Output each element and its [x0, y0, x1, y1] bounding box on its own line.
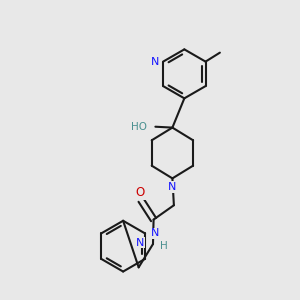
Text: N: N — [151, 229, 159, 238]
Text: HO: HO — [131, 122, 147, 132]
Text: H: H — [160, 241, 168, 250]
Text: N: N — [168, 182, 177, 192]
Text: O: O — [136, 186, 145, 199]
Text: N: N — [151, 57, 160, 67]
Text: N: N — [136, 238, 145, 248]
